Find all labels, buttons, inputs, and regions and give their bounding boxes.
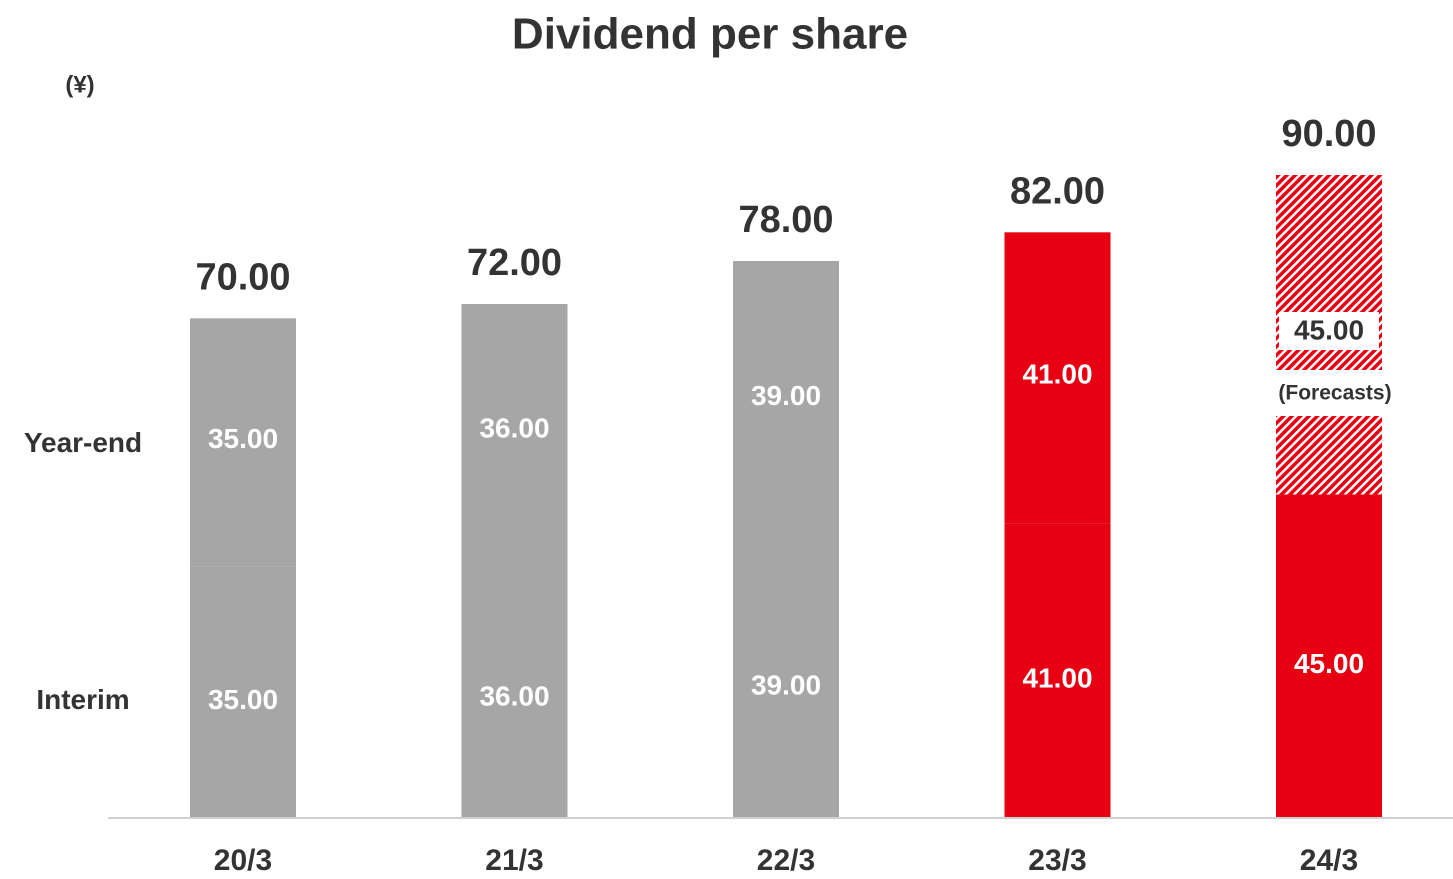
series-label: Year-end	[24, 427, 142, 458]
bar-segment	[190, 318, 296, 567]
label-box	[1279, 312, 1379, 350]
bar-segment	[1004, 523, 1111, 817]
value-label: 45.00	[1294, 648, 1364, 679]
value-label: 39.00	[751, 380, 821, 411]
total-label: 78.00	[738, 199, 833, 241]
x-tick-label: 23/3	[1028, 844, 1086, 877]
x-tick-label: 24/3	[1300, 844, 1358, 877]
chart-title: Dividend per share	[512, 10, 908, 59]
value-label: 39.00	[751, 670, 821, 701]
total-label: 70.00	[195, 256, 290, 298]
bar-segment	[733, 261, 839, 538]
bar-segment	[733, 537, 839, 817]
value-label: 41.00	[1022, 662, 1092, 693]
bar-segment	[461, 559, 568, 817]
value-label: 45.00	[1294, 314, 1364, 345]
x-tick-label: 21/3	[485, 844, 543, 877]
x-tick-label: 20/3	[214, 844, 272, 877]
bar-segment	[1276, 494, 1382, 817]
annotation: (Forecasts)	[1278, 382, 1391, 405]
total-label: 90.00	[1281, 113, 1376, 155]
x-tick-label: 22/3	[757, 844, 815, 877]
series-label: Interim	[36, 684, 129, 715]
total-label: 82.00	[1010, 170, 1105, 212]
annotation-band	[1276, 370, 1382, 416]
value-label: 35.00	[208, 423, 278, 454]
value-label: 36.00	[479, 680, 549, 711]
bar-segment	[461, 304, 568, 559]
value-label: 41.00	[1022, 359, 1092, 390]
value-label: 35.00	[208, 684, 278, 715]
bar-segment	[190, 566, 296, 817]
unit-label: (¥)	[65, 71, 94, 98]
total-label: 72.00	[467, 242, 562, 284]
value-label: 36.00	[479, 412, 549, 443]
bar-segment	[1004, 232, 1111, 524]
